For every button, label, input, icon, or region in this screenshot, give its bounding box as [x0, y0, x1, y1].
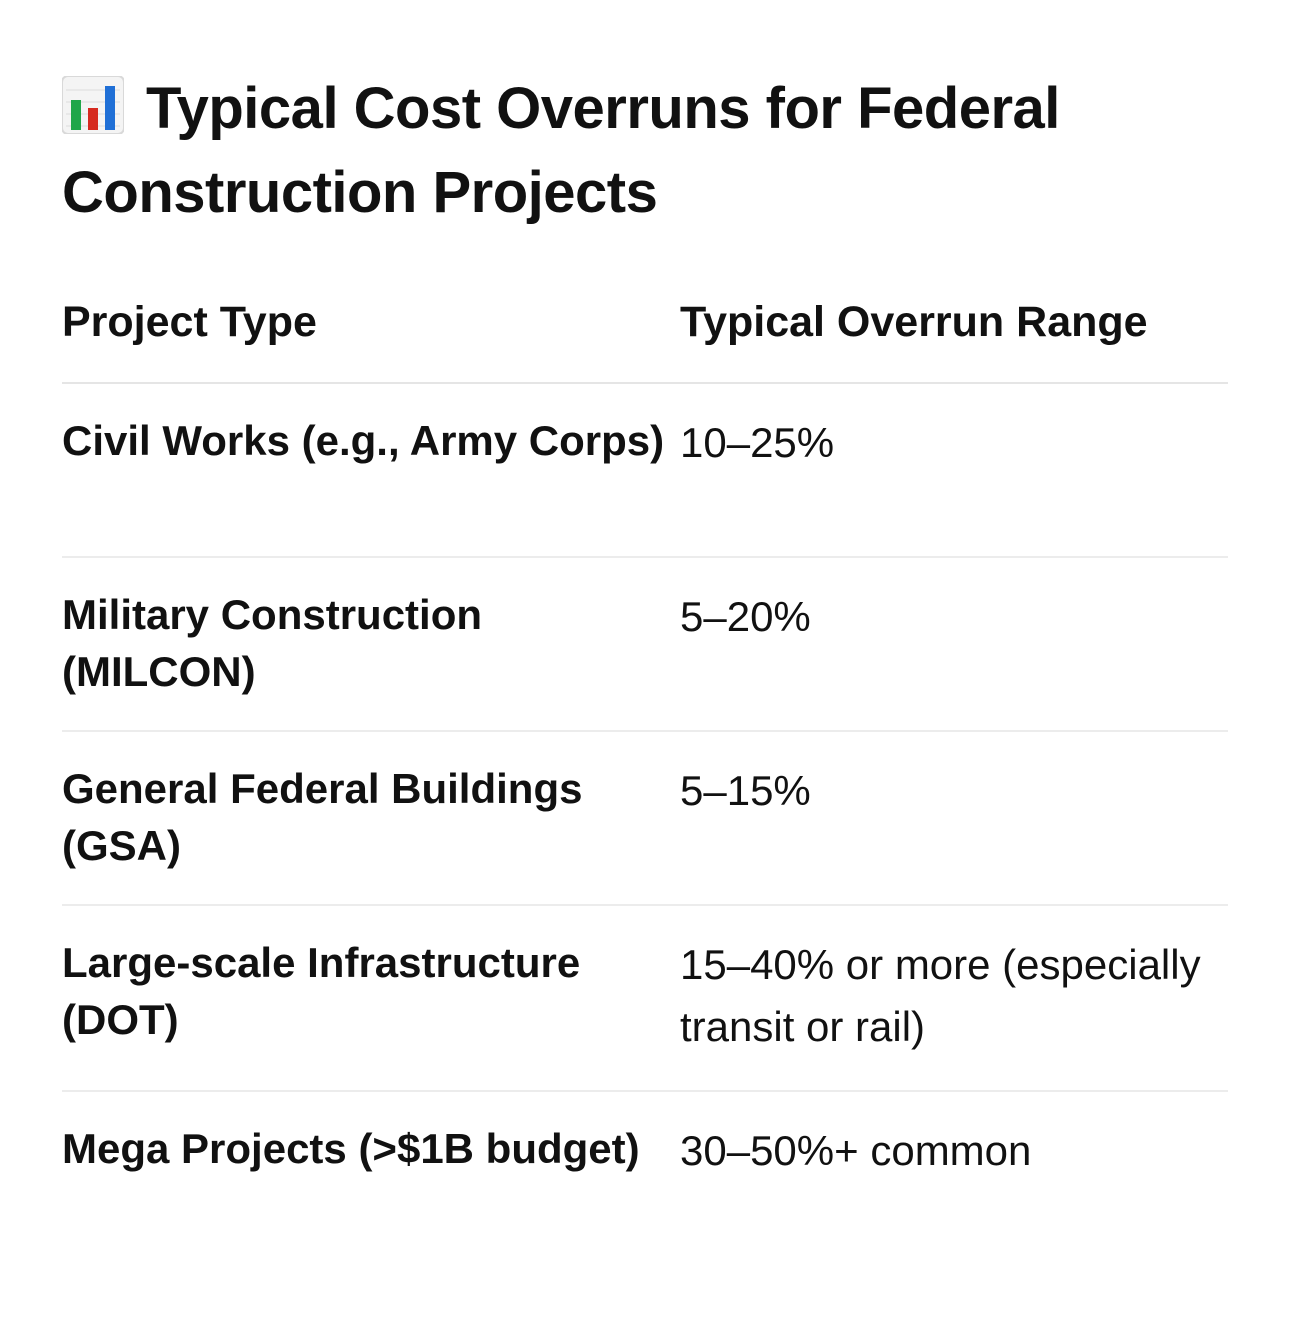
project-type-cell: General Federal Buildings (GSA)	[62, 765, 583, 869]
table-header: Project Type Typical Overrun Range	[62, 290, 1228, 384]
bar-chart-icon-bar-2	[88, 108, 98, 130]
bar-chart-icon	[61, 75, 125, 154]
table-row: Large-scale Infrastructure (DOT) 15–40% …	[62, 906, 1228, 1092]
project-type-cell: Large-scale Infrastructure (DOT)	[62, 939, 581, 1043]
overrun-range-cell: 15–40% or more (especially transit or ra…	[680, 941, 1201, 1050]
bar-chart-icon-bar-3	[105, 86, 115, 130]
overrun-range-cell: 5–20%	[680, 593, 811, 640]
project-type-cell: Mega Projects (>$1B budget)	[62, 1125, 640, 1172]
table-row: Civil Works (e.g., Army Corps) 10–25%	[62, 384, 1228, 558]
header-overrun-range: Typical Overrun Range	[680, 298, 1148, 346]
overrun-table: Project Type Typical Overrun Range Civil…	[62, 290, 1228, 1272]
page-title-text: Typical Cost Overruns for Federal Constr…	[62, 76, 1060, 225]
page-title: Typical Cost Overruns for Federal Constr…	[61, 70, 1222, 232]
table-row: Mega Projects (>$1B budget) 30–50%+ comm…	[62, 1092, 1228, 1272]
overrun-range-cell: 10–25%	[680, 419, 835, 466]
table-row: General Federal Buildings (GSA) 5–15%	[62, 732, 1228, 906]
header-project-type: Project Type	[62, 298, 317, 346]
project-type-cell: Military Construction (MILCON)	[62, 591, 483, 695]
overrun-range-cell: 5–15%	[680, 767, 811, 814]
overrun-range-cell: 30–50%+ common	[680, 1127, 1032, 1174]
project-type-cell: Civil Works (e.g., Army Corps)	[62, 417, 665, 464]
table-row: Military Construction (MILCON) 5–20%	[62, 558, 1228, 732]
bar-chart-icon-bar-1	[71, 100, 81, 130]
